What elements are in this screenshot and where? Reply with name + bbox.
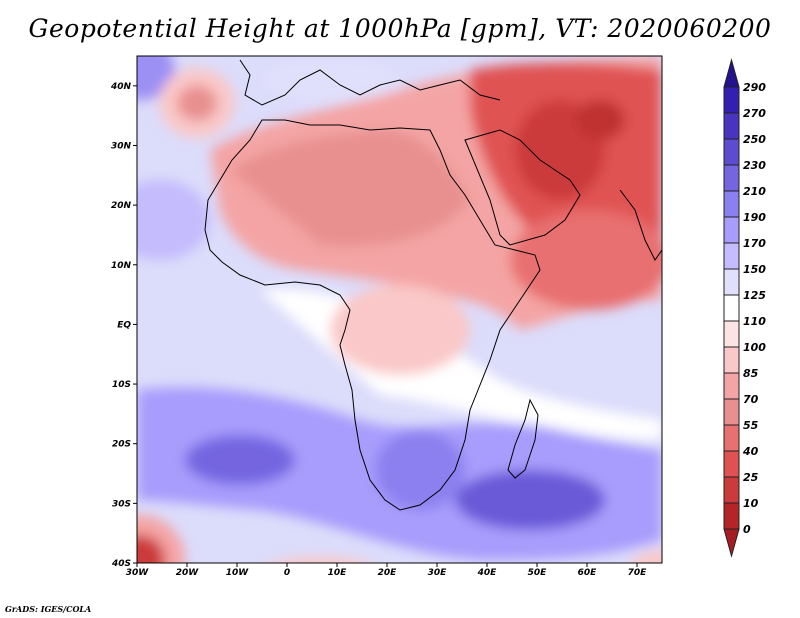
x-tick-label: 30W xyxy=(126,568,150,578)
y-tick-label: 20S xyxy=(112,440,131,450)
colorbar-swatch xyxy=(723,424,740,452)
x-tick-label: 0 xyxy=(284,568,290,578)
madagascar-coastline xyxy=(507,398,539,479)
contour-iran-low xyxy=(575,100,625,140)
contour-arabian-sea xyxy=(510,210,662,310)
x-tick-label: 20W xyxy=(176,568,200,578)
colorbar-swatch xyxy=(723,216,740,244)
colorbar-swatch xyxy=(723,398,740,426)
contour-se-pink xyxy=(631,550,662,563)
colorbar-label: 10 xyxy=(743,497,759,510)
colorbar-label: 100 xyxy=(743,341,766,354)
colorbar-label: 210 xyxy=(743,185,766,198)
chart-title: Geopotential Height at 1000hPa [gpm], VT… xyxy=(28,14,772,43)
colorbar-swatch xyxy=(723,164,740,192)
colorbar-swatch xyxy=(723,294,740,322)
colorbar-swatch xyxy=(723,450,740,478)
x-tick-label: 60E xyxy=(578,568,598,578)
colorbar-label: 70 xyxy=(743,393,759,406)
y-axis: 40N 30N 20N 10N EQ 10S 20S 30S 40S xyxy=(110,82,137,569)
colorbar-label: 190 xyxy=(743,211,766,224)
contour-congo xyxy=(330,285,470,375)
colorbar-label: 85 xyxy=(743,367,759,380)
y-tick-label: 30S xyxy=(112,499,131,509)
colorbar-label: 170 xyxy=(743,237,766,250)
colorbar-swatch xyxy=(723,346,740,374)
y-tick-label: 10S xyxy=(112,380,131,390)
y-tick-label: 40N xyxy=(110,82,132,92)
colorbar-swatch xyxy=(723,112,740,140)
colorbar-label: 125 xyxy=(743,289,766,302)
colorbar-extend-min xyxy=(723,528,740,558)
colorbar-swatch xyxy=(723,268,740,296)
colorbar-label: 230 xyxy=(743,159,766,172)
y-tick-label: EQ xyxy=(117,320,131,330)
contour-atlantic-band xyxy=(137,180,210,260)
europe-coastline xyxy=(239,59,501,106)
contour-field xyxy=(137,56,662,563)
colorbar-swatch xyxy=(723,86,740,114)
x-tick-label: 50E xyxy=(528,568,548,578)
africa-coastline xyxy=(204,119,541,511)
colorbar-swatch xyxy=(723,372,740,400)
colorbar-label: 290 xyxy=(743,81,766,94)
y-tick-label: 40S xyxy=(111,559,131,569)
contour-s-indian-high xyxy=(455,470,605,530)
x-tick-label: 20E xyxy=(378,568,398,578)
colorbar-swatch xyxy=(723,320,740,348)
colorbar-swatch xyxy=(723,476,740,504)
x-axis: 30W 20W 10W 0 10E 20E 30E 40E 50E 60E 70E xyxy=(126,563,647,578)
colorbar-swatch xyxy=(723,138,740,166)
colorbar-swatch xyxy=(723,502,740,530)
colorbar-label: 250 xyxy=(743,133,766,146)
y-tick-label: 10N xyxy=(111,261,132,271)
plot-frame xyxy=(136,55,663,564)
contour-mediterranean xyxy=(260,58,400,102)
india-coastline xyxy=(619,189,662,261)
y-tick-label: 20N xyxy=(111,201,132,211)
colorbar-swatch xyxy=(723,242,740,270)
contour-s-atlantic-high xyxy=(185,435,295,485)
contour-sahara xyxy=(230,130,470,247)
grads-credit: GrADS: IGES/COLA xyxy=(5,604,92,614)
x-tick-label: 10E xyxy=(328,568,348,578)
colorbar-swatch xyxy=(723,190,740,218)
colorbar-label: 110 xyxy=(743,315,766,328)
colorbar-label: 0 xyxy=(743,523,751,536)
contour-sw-low-inner xyxy=(137,535,165,563)
x-tick-label: 40E xyxy=(477,568,498,578)
y-tick-label: 30N xyxy=(111,141,132,151)
x-tick-label: 30E xyxy=(428,568,448,578)
contour-south-pink xyxy=(275,557,365,563)
arabia-coastline xyxy=(464,129,581,246)
colorbar-label: 55 xyxy=(743,419,759,432)
colorbar: 0 10 25 40 55 70 85 100 110 125 150 170 190 210 230 250… xyxy=(723,58,766,558)
x-tick-label: 10W xyxy=(226,568,250,578)
contour-azores-inner xyxy=(177,85,217,121)
colorbar-label: 150 xyxy=(743,263,766,276)
colorbar-label: 270 xyxy=(743,107,766,120)
contour-southern-africa xyxy=(375,430,465,510)
colorbar-extend-max xyxy=(723,58,740,88)
x-tick-label: 70E xyxy=(628,568,648,578)
colorbar-label: 40 xyxy=(742,445,759,458)
colorbar-label: 25 xyxy=(743,471,759,484)
